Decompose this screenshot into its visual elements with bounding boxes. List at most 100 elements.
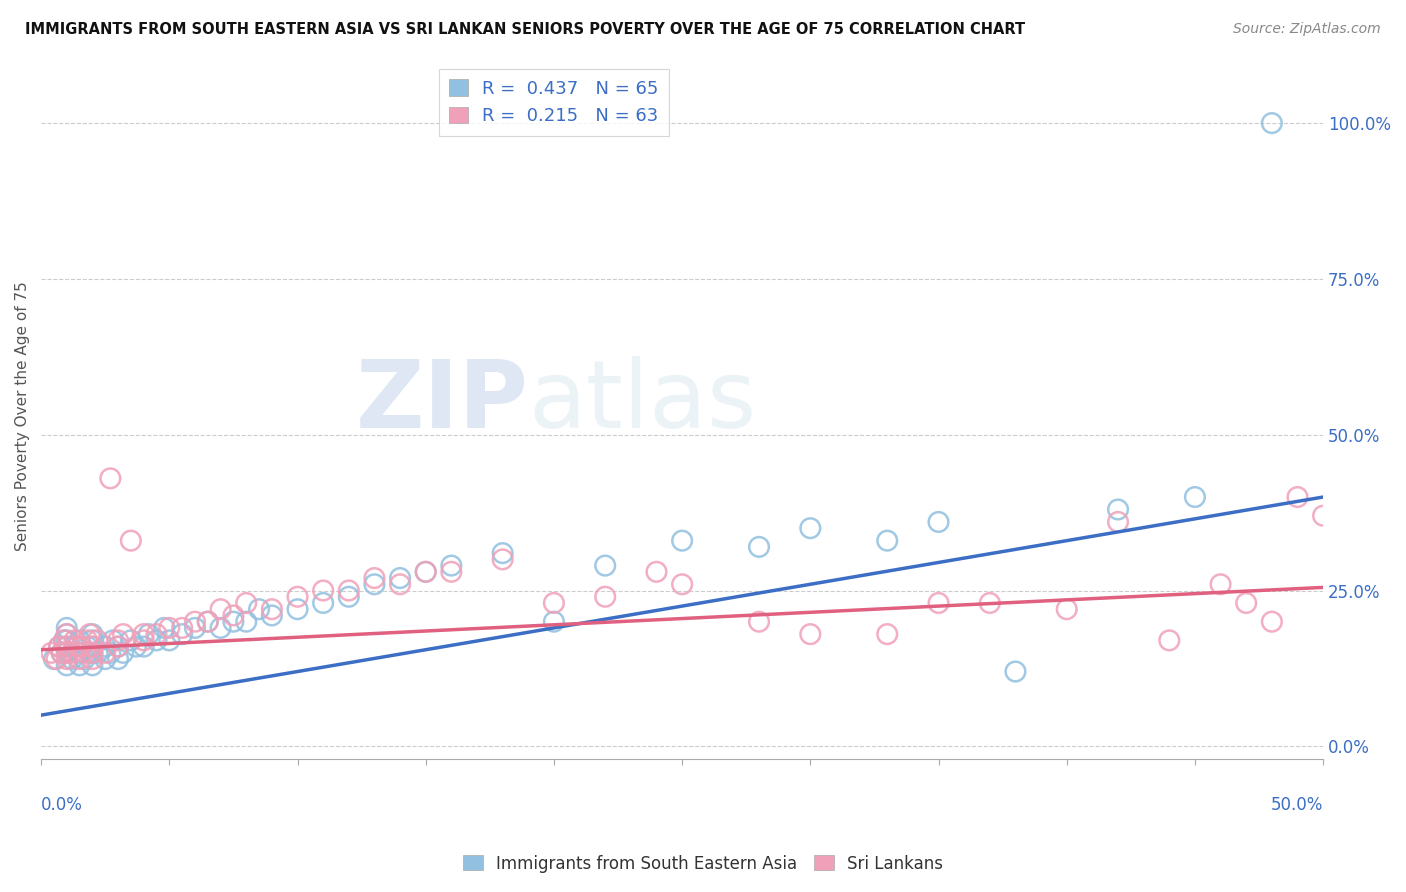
Point: [63, 633, 86, 648]
Point: [543, 615, 565, 629]
Point: [287, 590, 309, 604]
Point: [337, 590, 360, 604]
Point: [593, 590, 616, 604]
Point: [235, 596, 257, 610]
Point: [671, 533, 693, 548]
Point: [94, 646, 117, 660]
Text: 50.0%: 50.0%: [1271, 797, 1323, 814]
Point: [69, 652, 91, 666]
Point: [209, 621, 232, 635]
Point: [799, 627, 821, 641]
Point: [82, 646, 104, 660]
Point: [70, 640, 93, 654]
Point: [247, 602, 270, 616]
Point: [491, 546, 513, 560]
Point: [593, 558, 616, 573]
Point: [1107, 515, 1129, 529]
Point: [107, 633, 129, 648]
Point: [79, 627, 101, 641]
Point: [1004, 665, 1026, 679]
Point: [60, 652, 83, 666]
Text: ZIP: ZIP: [356, 356, 529, 449]
Point: [51, 646, 73, 660]
Point: [1056, 602, 1078, 616]
Point: [107, 652, 129, 666]
Point: [69, 658, 91, 673]
Point: [645, 565, 668, 579]
Point: [82, 646, 104, 660]
Point: [53, 633, 76, 648]
Point: [287, 602, 309, 616]
Point: [389, 577, 412, 591]
Point: [415, 565, 437, 579]
Point: [748, 540, 770, 554]
Point: [73, 646, 96, 660]
Legend: R =  0.437   N = 65, R =  0.215   N = 63: R = 0.437 N = 65, R = 0.215 N = 63: [439, 69, 669, 136]
Point: [55, 627, 77, 641]
Point: [145, 633, 167, 648]
Point: [748, 615, 770, 629]
Point: [42, 652, 65, 666]
Point: [260, 602, 283, 616]
Point: [45, 652, 67, 666]
Point: [82, 633, 104, 648]
Point: [63, 640, 86, 654]
Point: [440, 558, 463, 573]
Legend: Immigrants from South Eastern Asia, Sri Lankans: Immigrants from South Eastern Asia, Sri …: [456, 848, 950, 880]
Point: [312, 583, 335, 598]
Point: [82, 652, 104, 666]
Point: [55, 627, 77, 641]
Point: [48, 640, 70, 654]
Point: [1234, 596, 1257, 610]
Point: [197, 615, 219, 629]
Point: [491, 552, 513, 566]
Point: [363, 577, 385, 591]
Point: [51, 646, 73, 660]
Point: [145, 627, 167, 641]
Point: [415, 565, 437, 579]
Point: [157, 621, 180, 635]
Point: [1261, 116, 1284, 130]
Point: [53, 633, 76, 648]
Point: [120, 533, 142, 548]
Point: [107, 640, 129, 654]
Point: [928, 515, 950, 529]
Point: [1312, 508, 1334, 523]
Point: [60, 646, 83, 660]
Point: [671, 577, 693, 591]
Point: [98, 646, 121, 660]
Point: [82, 658, 104, 673]
Point: [94, 640, 117, 654]
Point: [125, 640, 148, 654]
Y-axis label: Seniors Poverty Over the Age of 75: Seniors Poverty Over the Age of 75: [15, 281, 30, 551]
Point: [543, 596, 565, 610]
Point: [132, 627, 155, 641]
Text: Source: ZipAtlas.com: Source: ZipAtlas.com: [1233, 22, 1381, 37]
Point: [157, 633, 180, 648]
Point: [153, 621, 176, 635]
Point: [82, 640, 104, 654]
Text: IMMIGRANTS FROM SOUTH EASTERN ASIA VS SRI LANKAN SENIORS POVERTY OVER THE AGE OF: IMMIGRANTS FROM SOUTH EASTERN ASIA VS SR…: [25, 22, 1025, 37]
Point: [222, 615, 245, 629]
Point: [928, 596, 950, 610]
Point: [235, 615, 257, 629]
Point: [55, 621, 77, 635]
Point: [66, 640, 89, 654]
Point: [55, 646, 77, 660]
Point: [312, 596, 335, 610]
Point: [184, 621, 207, 635]
Point: [55, 633, 77, 648]
Point: [73, 652, 96, 666]
Point: [1107, 502, 1129, 516]
Point: [260, 608, 283, 623]
Point: [363, 571, 385, 585]
Point: [209, 602, 232, 616]
Point: [876, 627, 898, 641]
Text: 0.0%: 0.0%: [41, 797, 83, 814]
Point: [82, 627, 104, 641]
Point: [55, 640, 77, 654]
Point: [107, 640, 129, 654]
Point: [222, 608, 245, 623]
Point: [120, 633, 142, 648]
Point: [55, 652, 77, 666]
